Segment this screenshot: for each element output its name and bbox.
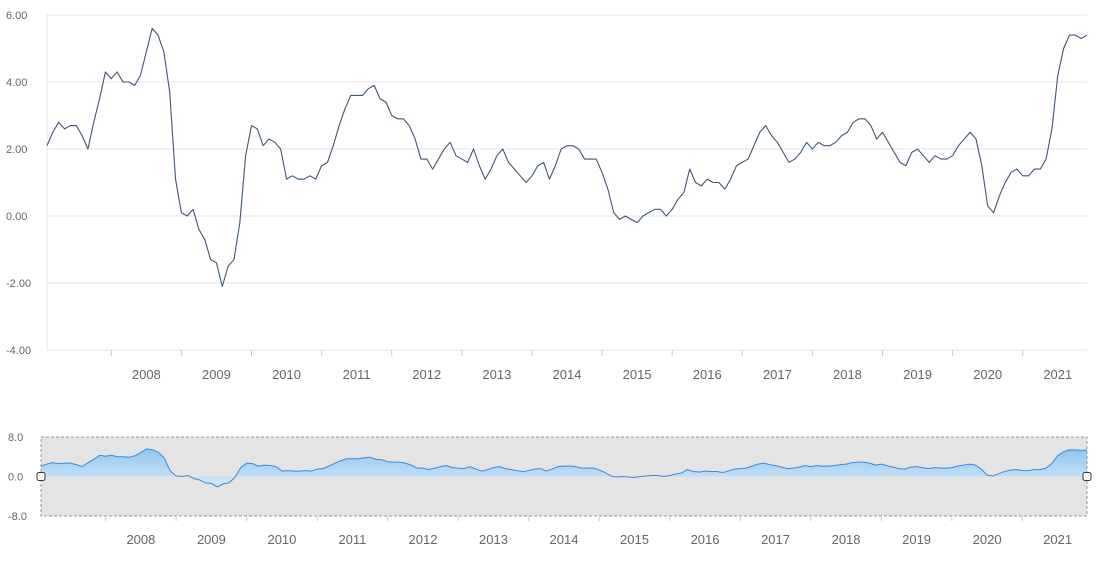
navigator-x-label: 2021 — [1043, 532, 1072, 547]
navigator-x-label: 2010 — [267, 532, 296, 547]
navigator-x-label: 2009 — [197, 532, 226, 547]
x-tick-label: 2019 — [903, 367, 932, 382]
x-tick-label: 2020 — [973, 367, 1002, 382]
x-tick-label: 2012 — [412, 367, 441, 382]
x-tick-label: 2010 — [272, 367, 301, 382]
y-tick-label: 6.00 — [6, 10, 27, 22]
navigator-x-label: 2008 — [126, 532, 155, 547]
navigator-y-label: 8.0 — [8, 432, 23, 444]
navigator-left-handle[interactable] — [36, 472, 46, 481]
navigator-x-label: 2013 — [479, 532, 508, 547]
x-tick-label: 2016 — [693, 367, 722, 382]
navigator-x-label: 2018 — [832, 532, 861, 547]
y-tick-label: -4.00 — [6, 345, 31, 357]
x-tick-label: 2011 — [343, 367, 371, 382]
x-tick-label: 2013 — [482, 367, 511, 382]
navigator-x-label: 2017 — [761, 532, 790, 547]
x-tick-label: 2018 — [833, 367, 862, 382]
y-tick-label: 0.00 — [6, 211, 27, 223]
x-tick-label: 2017 — [763, 367, 792, 382]
y-tick-label: -2.00 — [6, 278, 31, 290]
navigator-x-label: 2015 — [620, 532, 649, 547]
navigator-area — [41, 448, 1087, 487]
navigator-x-label: 2012 — [409, 532, 438, 547]
y-tick-label: 2.00 — [6, 144, 27, 156]
navigator-right-handle[interactable] — [1082, 472, 1092, 481]
x-tick-label: 2008 — [132, 367, 161, 382]
navigator-x-label: 2016 — [691, 532, 720, 547]
navigator-x-label: 2014 — [550, 532, 579, 547]
series-line — [46, 27, 1088, 287]
x-tick-label: 2021 — [1043, 367, 1072, 382]
y-tick-label: 4.00 — [6, 77, 27, 89]
x-tick-label: 2009 — [202, 367, 231, 382]
navigator-line — [40, 448, 1088, 488]
navigator-y-label: 0.0 — [8, 472, 23, 484]
x-tick-label: 2014 — [553, 367, 582, 382]
navigator-x-label: 2011 — [338, 532, 366, 547]
navigator-x-label: 2019 — [902, 532, 931, 547]
x-tick-label: 2015 — [623, 367, 652, 382]
navigator-y-label: -8.0 — [8, 511, 27, 523]
navigator-x-label: 2020 — [973, 532, 1002, 547]
